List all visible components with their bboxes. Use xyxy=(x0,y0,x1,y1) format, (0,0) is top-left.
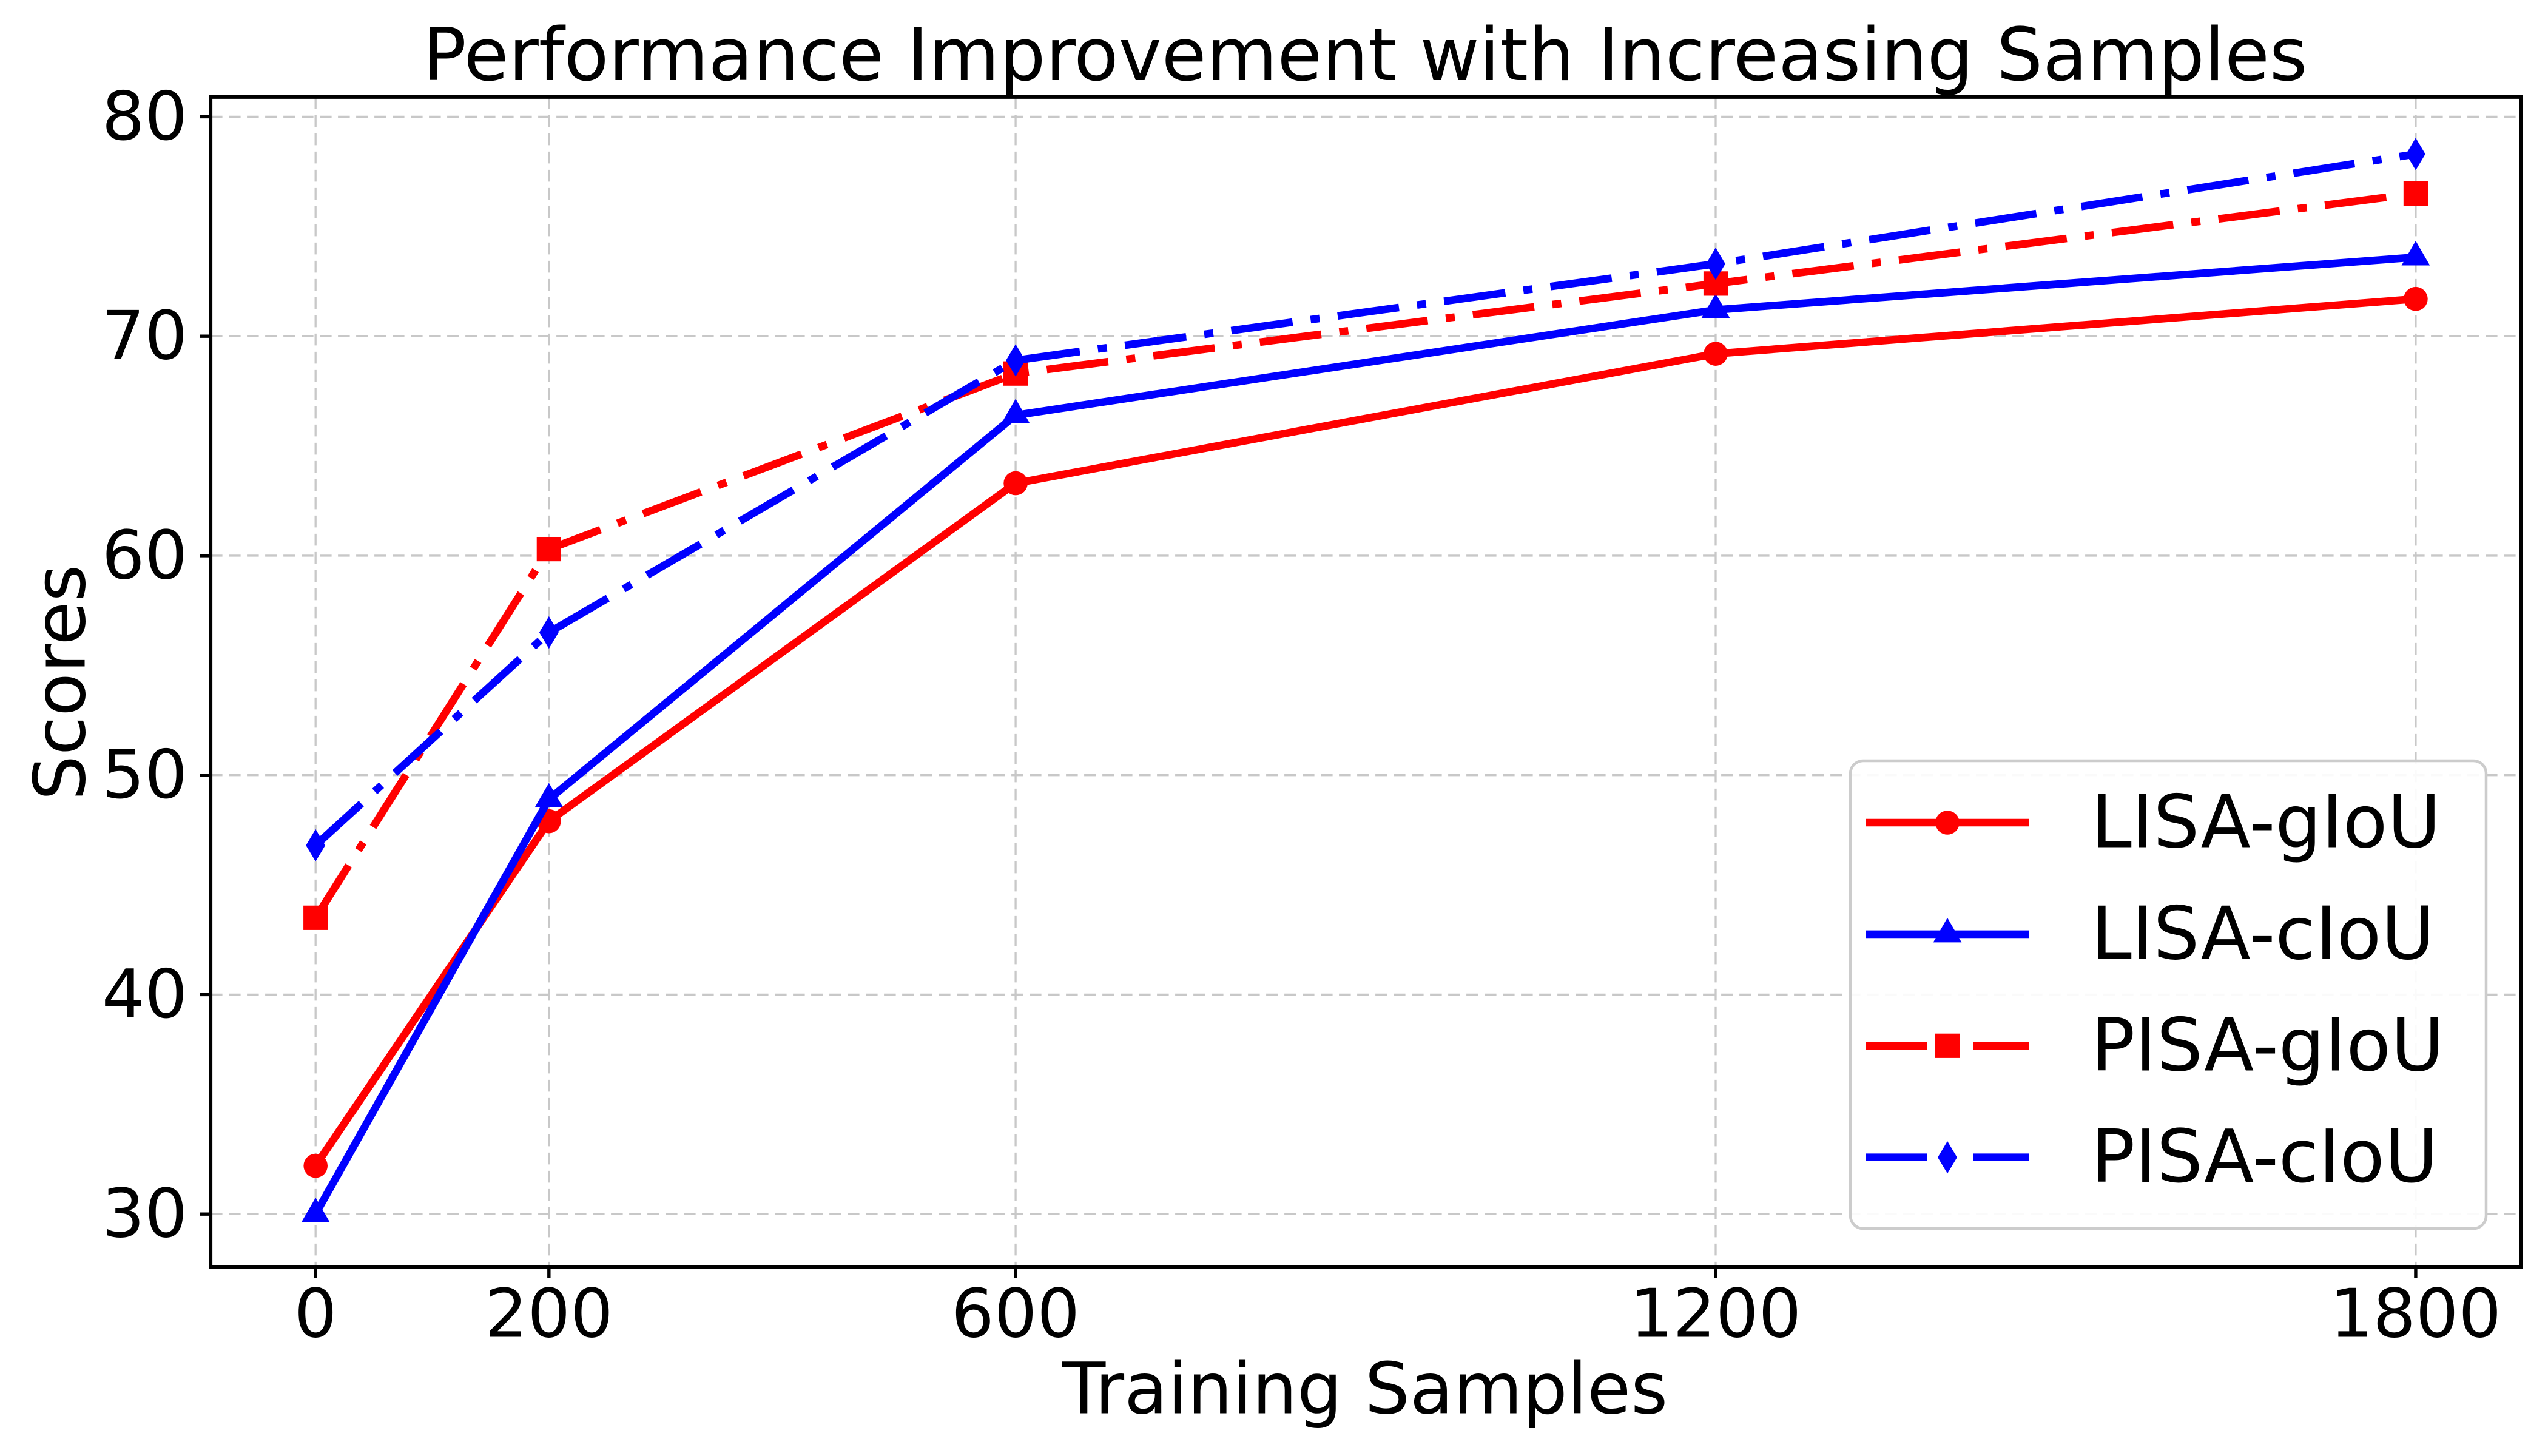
y-tick-label-50: 50 xyxy=(102,736,187,814)
legend-label-LISA-cIoU: LISA-cIoU xyxy=(2091,892,2435,976)
series-marker-LISA-cIoU-x200 xyxy=(534,783,564,807)
x-tick-label-1800: 1800 xyxy=(2330,1275,2502,1353)
series-marker-PISA-cIoU-x600 xyxy=(1006,344,1025,377)
legend-sample-marker-LISA-cIoU xyxy=(1933,917,1962,943)
series-marker-PISA-cIoU-x0 xyxy=(306,829,326,862)
x-axis-label: Training Samples xyxy=(1062,1347,1668,1431)
series-marker-PISA-cIoU-x1800 xyxy=(2406,138,2425,170)
series-marker-LISA-cIoU-x0 xyxy=(301,1198,330,1222)
legend-box xyxy=(1849,759,2488,1230)
legend-sample-marker-LISA-gIoU xyxy=(1935,811,1960,835)
series-line-PISA-gIoU xyxy=(312,189,2416,920)
legend-sample-marker-PISA-cIoU xyxy=(1938,1141,1957,1174)
series-marker-LISA-gIoU-x0 xyxy=(303,1153,328,1178)
chart-title: Performance Improvement with Increasing … xyxy=(423,13,2308,98)
y-tick-label-30: 30 xyxy=(102,1175,187,1253)
series-marker-LISA-cIoU-x600 xyxy=(1001,399,1030,423)
legend-label-LISA-gIoU: LISA-gIoU xyxy=(2091,781,2441,865)
series-marker-LISA-gIoU-x1200 xyxy=(1704,342,1728,366)
y-axis-label: Scores xyxy=(19,565,102,801)
plot-area: 0 200 600 1200 1800 30 40 50 60 70 80 LISA-gIoU LISA… xyxy=(102,78,2523,1353)
series-marker-LISA-cIoU-x1200 xyxy=(1701,293,1730,318)
series-marker-LISA-cIoU-x1800 xyxy=(2401,240,2430,266)
legend-label-PISA-cIoU: PISA-cIoU xyxy=(2091,1115,2438,1199)
series-line-PISA-cIoU xyxy=(312,150,2416,849)
y-tick-label-60: 60 xyxy=(102,516,187,595)
y-tick-label-80: 80 xyxy=(102,78,187,156)
series-marker-LISA-gIoU-x1800 xyxy=(2404,286,2428,311)
y-tick-label-40: 40 xyxy=(102,956,187,1034)
axes-frame xyxy=(209,95,2523,1269)
x-tick-label-0: 0 xyxy=(294,1275,337,1353)
series-marker-PISA-gIoU-x0 xyxy=(303,905,328,930)
series-marker-PISA-gIoU-x1800 xyxy=(2403,181,2428,206)
x-tick-label-1200: 1200 xyxy=(1630,1275,1802,1353)
legend-sample-marker-PISA-gIoU xyxy=(1935,1033,1960,1058)
legend-label-PISA-gIoU: PISA-gIoU xyxy=(2091,1003,2444,1088)
series-marker-PISA-cIoU-x200 xyxy=(539,616,559,649)
x-tick-label-600: 600 xyxy=(951,1275,1080,1353)
series-marker-LISA-gIoU-x600 xyxy=(1003,471,1028,496)
series-marker-PISA-gIoU-x200 xyxy=(536,536,561,562)
x-tick-label-200: 200 xyxy=(485,1275,613,1353)
y-tick-label-70: 70 xyxy=(102,297,187,376)
